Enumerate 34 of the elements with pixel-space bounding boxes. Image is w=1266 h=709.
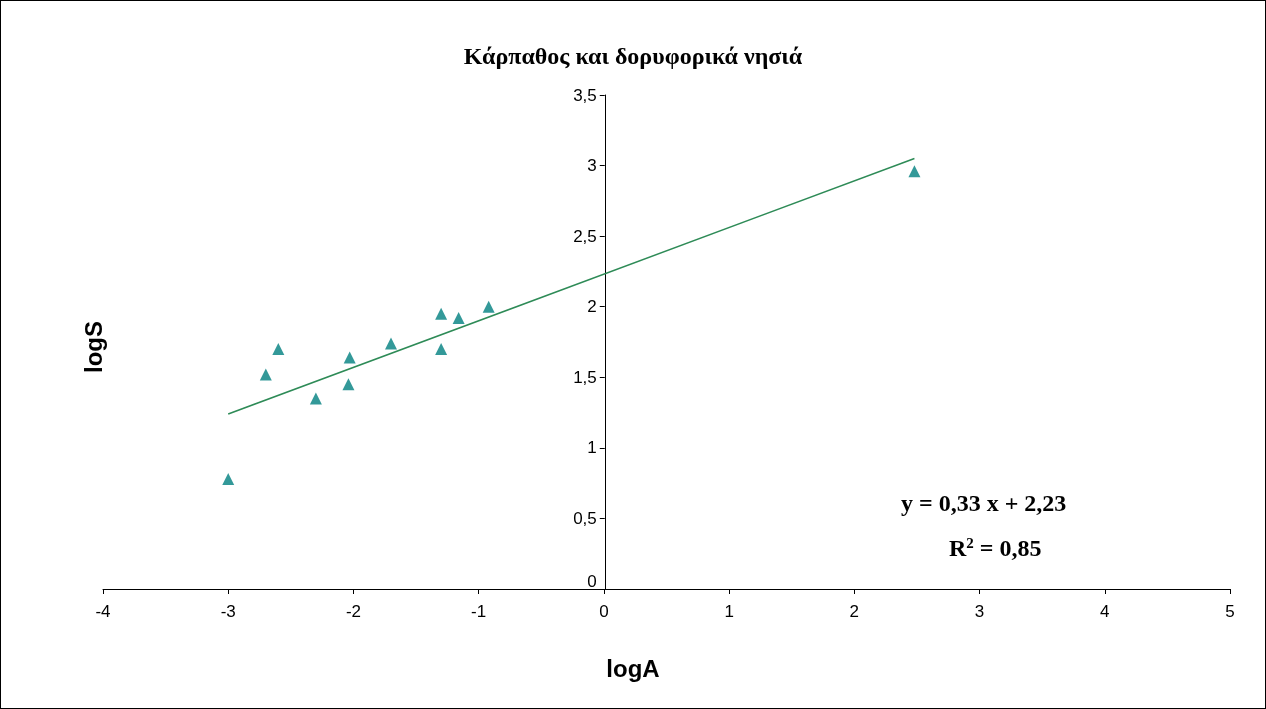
x-tick-label: 3	[974, 602, 985, 621]
point	[222, 472, 235, 485]
x-tick-label: -1	[471, 602, 487, 621]
y-tick-label: 0,5	[573, 508, 597, 528]
chart-title: Κάρπαθος και δορυφορικά νησιά	[463, 43, 803, 69]
point	[309, 392, 322, 405]
point	[908, 165, 921, 178]
x-tick-label: 5	[1225, 602, 1235, 621]
x-tick-label: -3	[220, 602, 236, 621]
point	[482, 300, 495, 313]
point	[435, 343, 448, 356]
x-tick-label: 4	[1100, 602, 1110, 621]
x-tick-label: -4	[95, 602, 111, 621]
point	[435, 307, 448, 320]
y-tick-label: 2	[587, 297, 597, 317]
y-axis-title: logS	[79, 321, 107, 373]
y-tick-label: 1	[587, 438, 597, 458]
y-tick-label: 0	[587, 571, 597, 591]
x-tick-label: 2	[849, 602, 860, 621]
point	[385, 337, 398, 350]
x-tick-label: 1	[724, 602, 734, 621]
point	[452, 312, 465, 325]
point	[272, 343, 285, 356]
point	[342, 378, 355, 391]
y-tick-label: 1,5	[573, 367, 597, 387]
y-tick-label: 3	[587, 156, 597, 176]
x-tick-label: 0	[599, 602, 609, 621]
y-tick-label: 2,5	[573, 226, 597, 246]
annotation: y = 0,33 x + 2,23	[901, 490, 1067, 516]
x-tick-label: -2	[345, 602, 362, 621]
point	[343, 351, 356, 364]
y-tick-label: 3,5	[573, 85, 597, 105]
point	[259, 368, 272, 381]
x-axis-title: logA	[606, 654, 660, 682]
